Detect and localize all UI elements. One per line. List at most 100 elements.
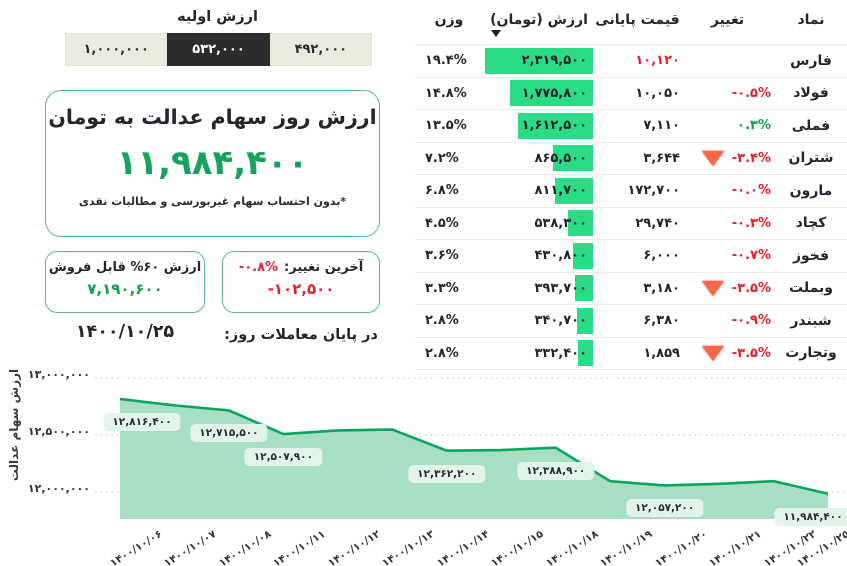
value-bar: [485, 47, 593, 74]
value-amount: ۳۳۲,۴۰۰: [534, 345, 587, 361]
weight-percent: ۴.۵%: [425, 215, 459, 231]
table-row[interactable]: شبندر -۰.۹% ۶,۳۸۰ ۳۴۰,۷۰۰ ۲.۸%: [415, 305, 847, 338]
weight-percent: ۲.۸%: [425, 313, 459, 329]
table-row[interactable]: فخوز -۰.۷% ۶,۰۰۰ ۴۳۰,۸۰۰ ۳.۶%: [415, 240, 847, 273]
change-percent: -۳.۴%: [731, 150, 771, 166]
change-cell: -۰.۳%: [680, 216, 775, 231]
drop-alert-icon: [701, 280, 724, 296]
tab-1000000[interactable]: ۱,۰۰۰,۰۰۰: [65, 33, 168, 66]
value-cell: ۵۳۸,۳۰۰: [483, 208, 595, 240]
value-cell: ۲,۳۱۹,۵۰۰: [483, 45, 595, 77]
last-change-amount: -۱۰۲,۵۰۰: [267, 280, 335, 298]
value-bar: [568, 210, 593, 236]
closing-price: ۱,۸۵۹: [643, 345, 680, 361]
tab-532000[interactable]: ۵۳۲,۰۰۰: [167, 33, 270, 66]
y-axis-tick: ۱۲,۵۰۰,۰۰۰: [27, 425, 90, 438]
change-percent: ۰.۳%: [737, 118, 771, 134]
sellable-value: ۷,۱۹۰,۶۰۰: [87, 280, 163, 298]
drop-alert-icon: [701, 150, 724, 166]
change-percent: -۳.۵%: [731, 345, 771, 361]
last-change-box: آخرین تغییر: -۰.۸% -۱۰۲,۵۰۰: [222, 251, 380, 313]
value-amount: ۸۱۱,۷۰۰: [534, 183, 587, 198]
change-cell: -۰.۷%: [680, 248, 775, 263]
total-value: ۱۱,۹۸۴,۴۰۰: [116, 143, 309, 183]
table-row[interactable]: فملی ۰.۳% ۷,۱۱۰ ۱,۶۱۲,۵۰۰ ۱۳.۵%: [415, 110, 847, 143]
change-percent: -۰.۰%: [731, 183, 771, 199]
closing-price: ۶,۳۸۰: [643, 313, 680, 329]
change-cell: -۰.۵%: [680, 86, 775, 101]
closing-price: ۱۰,۰۵۰: [635, 85, 680, 101]
initial-value-title: ارزش اولیه: [177, 9, 258, 25]
chart-point-label: ۱۲,۳۸۸,۹۰۰: [517, 461, 595, 480]
table-row[interactable]: کچاد -۰.۳% ۲۹,۷۴۰ ۵۳۸,۳۰۰ ۴.۵%: [415, 208, 847, 240]
weight-percent: ۲.۸%: [425, 345, 459, 361]
closing-price: ۲۹,۷۴۰: [635, 215, 680, 231]
area-fill: [120, 398, 828, 519]
value-bar: [577, 307, 593, 334]
change-cell: -۳.۴%: [680, 150, 775, 166]
change-percent: -۰.۳%: [731, 215, 771, 231]
closing-price: ۱۰,۱۲۰: [635, 53, 680, 69]
col-weight: وزن: [434, 12, 464, 28]
sellable-value-box: ارزش ۶۰% قابل فروش ۷,۱۹۰,۶۰۰: [45, 251, 205, 313]
stock-symbol: وتجارت: [785, 345, 837, 362]
value-cell: ۱,۷۷۵,۸۰۰: [483, 78, 595, 110]
chart-point-label: ۱۲,۸۱۶,۴۰۰: [103, 412, 181, 431]
value-history-chart: ارزش سهام عدالت ۱۳,۰۰۰,۰۰۰ ۱۲,۵۰۰,۰۰۰ ۱۲,۰…: [0, 356, 847, 566]
value-cell: ۸۱۱,۷۰۰: [483, 175, 595, 207]
weight-percent: ۳.۶%: [425, 248, 459, 264]
value-cell: ۳۳۲,۴۰۰: [483, 338, 595, 370]
value-amount: ۵۳۸,۳۰۰: [534, 215, 587, 231]
value-amount: ۱,۶۱۲,۵۰۰: [521, 118, 587, 133]
closing-price: ۷,۱۱۰: [643, 118, 680, 134]
y-axis-tick: ۱۲,۰۰۰,۰۰۰: [27, 482, 90, 495]
value-amount: ۴۳۰,۸۰۰: [534, 248, 587, 263]
chart-point-label: ۱۲,۵۰۷,۹۰۰: [244, 448, 322, 467]
table-row[interactable]: وتجارت -۳.۵% ۱,۸۵۹ ۳۳۲,۴۰۰ ۲.۸%: [415, 338, 847, 370]
chart-point-label: ۱۲,۰۵۷,۲۰۰: [625, 499, 704, 518]
change-cell: ۰.۳%: [680, 118, 775, 133]
value-cell: ۸۶۵,۵۰۰: [483, 143, 595, 175]
stock-symbol: فولاد: [793, 85, 829, 102]
stock-symbol: شتران: [788, 150, 834, 167]
value-amount: ۸۶۵,۵۰۰: [534, 150, 587, 166]
col-change: تغییر: [710, 12, 745, 28]
chart-point-label: ۱۲,۷۱۵,۵۰۰: [190, 424, 268, 443]
value-amount: ۱,۷۷۵,۸۰۰: [521, 85, 587, 101]
value-card-footnote: *بدون احتساب سهام غیربورسی و مطالبات نقد…: [78, 195, 347, 208]
table-header: نماد تغییر قیمت پایانی ارزش (تومان) وزن: [415, 4, 847, 45]
drop-alert-icon: [701, 345, 724, 361]
trend-line: [119, 397, 829, 496]
value-amount: ۳۴۰,۷۰۰: [534, 313, 587, 328]
value-amount: ۳۹۳,۷۰۰: [534, 280, 587, 296]
table-row[interactable]: مارون -۰.۰% ۱۷۲,۷۰۰ ۸۱۱,۷۰۰ ۶.۸%: [415, 175, 847, 208]
weight-percent: ۱۴.۸%: [425, 85, 467, 101]
stock-symbol: کچاد: [795, 215, 827, 232]
table-row[interactable]: فارس ۱۰,۱۲۰ ۲,۳۱۹,۵۰۰ ۱۹.۴%: [415, 45, 847, 78]
col-value[interactable]: ارزش (تومان): [483, 4, 595, 44]
chart-point-label: ۱۲,۳۶۲,۲۰۰: [408, 464, 486, 483]
value-amount: ۲,۳۱۹,۵۰۰: [521, 53, 587, 68]
table-body: فارس ۱۰,۱۲۰ ۲,۳۱۹,۵۰۰ ۱۹.۴% فولاد -۰.۵% …: [415, 45, 847, 370]
end-of-day-caption: در پایان معاملات روز:: [224, 327, 378, 343]
tab-492000[interactable]: ۴۹۲,۰۰۰: [269, 33, 372, 66]
change-cell: -۳.۵%: [680, 345, 775, 361]
weight-percent: ۱۳.۵%: [425, 118, 467, 134]
sort-desc-icon[interactable]: [491, 30, 501, 37]
area-chart-canvas: [95, 377, 845, 519]
table-row[interactable]: فولاد -۰.۵% ۱۰,۰۵۰ ۱,۷۷۵,۸۰۰ ۱۴.۸%: [415, 78, 847, 110]
col-symbol: نماد: [797, 12, 825, 28]
change-cell: -۰.۹%: [680, 313, 775, 328]
weight-percent: ۳.۳%: [425, 280, 459, 296]
change-percent: -۳.۵%: [731, 280, 771, 296]
value-bar: [573, 242, 593, 269]
stock-symbol: فارس: [790, 52, 832, 69]
table-row[interactable]: شتران -۳.۴% ۳,۶۴۴ ۸۶۵,۵۰۰ ۷.۲%: [415, 143, 847, 175]
weight-percent: ۶.۸%: [425, 183, 459, 199]
closing-price: ۳,۱۸۰: [643, 280, 680, 296]
closing-price: ۶,۰۰۰: [643, 248, 680, 264]
table-row[interactable]: وبملت -۳.۵% ۳,۱۸۰ ۳۹۳,۷۰۰ ۳.۳%: [415, 273, 847, 305]
stock-symbol: شبندر: [790, 312, 832, 329]
value-card: ارزش روز سهام عدالت به تومان ۱۱,۹۸۴,۴۰۰ …: [45, 90, 380, 237]
